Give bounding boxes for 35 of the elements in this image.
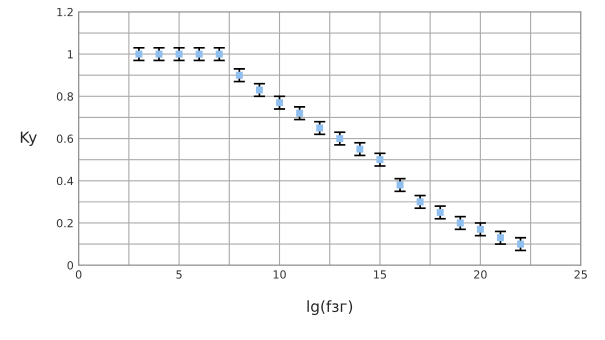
point [416, 198, 424, 206]
point [396, 182, 404, 188]
x-tick-label: 25 [574, 270, 587, 279]
point [276, 99, 283, 106]
y-tick-label: 1 [68, 50, 73, 58]
point [517, 240, 524, 248]
point [476, 226, 484, 233]
point [496, 234, 504, 242]
point [436, 208, 444, 216]
x-tick-label: 0 [76, 270, 82, 279]
point [316, 124, 324, 132]
point [256, 86, 263, 94]
point [356, 146, 364, 153]
y-tick-label: 0.6 [56, 134, 74, 143]
x-tick-label: 20 [474, 270, 487, 279]
point [196, 50, 203, 58]
y-tick-label: 1.2 [57, 8, 73, 16]
point [236, 72, 243, 79]
y-tick-label: 0.8 [56, 92, 74, 101]
y-tick-label: 0.4 [56, 176, 74, 186]
point [336, 135, 344, 142]
point [296, 110, 304, 117]
x-tick-label: 10 [274, 270, 286, 279]
x-axis-title: lg(fзг) [307, 300, 352, 316]
point [156, 50, 162, 58]
x-tick-label: 5 [176, 270, 182, 279]
y-axis-title: Ky [20, 132, 37, 146]
x-tick-label: 15 [374, 270, 386, 279]
point [216, 50, 223, 58]
point [176, 50, 183, 58]
y-tick-label: 0 [67, 261, 74, 270]
point [376, 156, 384, 164]
y-tick-label: 0.2 [56, 218, 73, 228]
point [456, 220, 464, 226]
point [135, 50, 142, 58]
